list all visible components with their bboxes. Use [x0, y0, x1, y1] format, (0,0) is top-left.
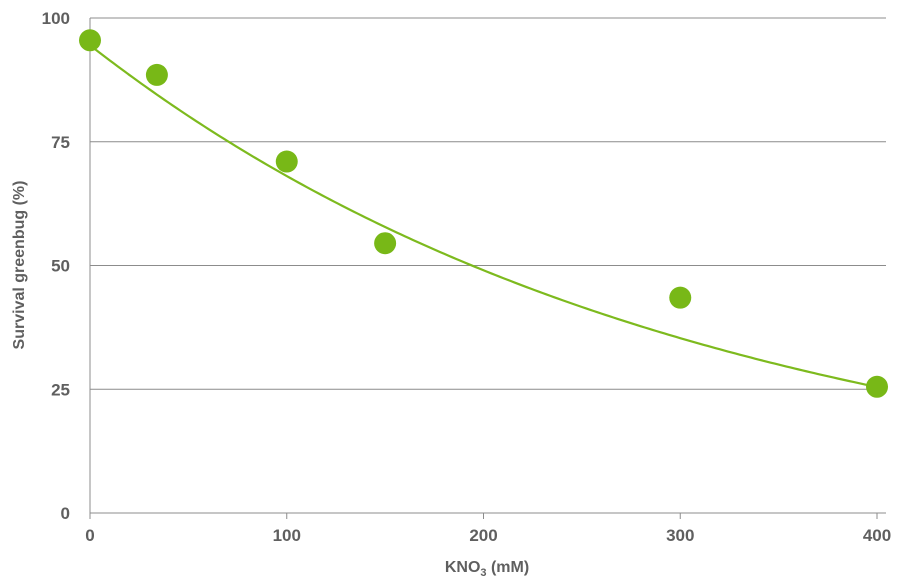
y-tick-label: 50	[51, 257, 70, 276]
x-tick-marks	[89, 513, 878, 519]
y-axis-title: Survival greenbug (%)	[11, 181, 28, 350]
x-tick-label: 400	[863, 526, 891, 545]
exponential-trendline	[89, 44, 878, 389]
data-point	[79, 29, 101, 52]
data-point	[374, 232, 397, 255]
y-tick-label: 100	[42, 9, 70, 28]
y-tick-label: 25	[51, 380, 70, 399]
y-tick-label: 75	[51, 133, 70, 152]
x-tick-label: 100	[273, 526, 301, 545]
x-tick-label: 300	[666, 526, 694, 545]
y-tick-label: 0	[61, 504, 70, 523]
data-point	[145, 63, 168, 86]
x-axis-title: KNO3 (mM)	[445, 559, 529, 579]
x-tick-label: 200	[469, 526, 497, 545]
x-tick-label: 0	[85, 526, 94, 545]
data-point	[669, 286, 692, 309]
x-tick-labels: 0 100 200 300 400	[85, 526, 891, 545]
y-tick-labels: 0 25 50 75 100	[42, 9, 70, 523]
data-point	[275, 150, 298, 173]
data-point	[866, 375, 888, 398]
gridlines	[90, 17, 886, 390]
data-points	[79, 29, 888, 398]
